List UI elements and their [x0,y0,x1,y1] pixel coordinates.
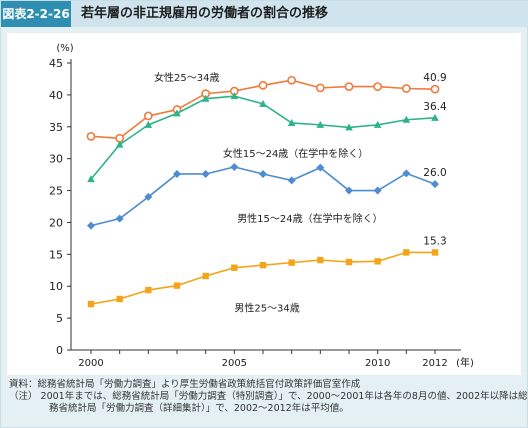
data-point [115,214,124,223]
series-label: 女性25～34歳 [154,71,219,84]
note-line-2: 務省統計局「労働力調査（詳細集計）」で、2002～2012年は平均値。 [49,403,349,414]
footnotes: 資料：総務省統計局「労働力調査」より厚生労働省政策統括官付政策評価官室作成 （注… [9,379,528,415]
data-point [403,249,410,256]
x-axis-unit: (年) [456,356,474,369]
y-tick-label: 45 [49,57,63,70]
y-axis-unit: (%) [56,43,73,54]
data-point [230,162,239,171]
data-point [86,131,96,141]
y-tick-label: 5 [56,312,63,325]
data-point [402,115,411,123]
data-point [287,118,296,126]
data-point [287,176,296,185]
x-tick-label: 2012 [422,358,447,369]
series-line-4 [90,251,435,305]
end-value-label: 15.3 [423,235,446,247]
y-tick-label: 30 [49,153,63,166]
x-tick-label: 2005 [222,358,247,369]
data-point [259,169,267,178]
data-point [316,163,325,172]
source-note: 資料：総務省統計局「労働力調査」より厚生労働省政策統括官付政策評価官室作成 [9,379,361,390]
data-point [402,169,411,178]
data-point [345,123,353,131]
series-label: 女性15～24歳（在学中を除く） [223,147,368,160]
data-point [431,113,439,121]
y-tick-label: 40 [49,89,63,102]
y-tick-label: 15 [49,248,63,261]
data-point [259,99,267,107]
data-point [173,169,181,178]
data-point [373,120,382,128]
data-point [288,259,295,266]
data-point [230,92,239,100]
data-point [431,249,439,256]
data-point [87,300,95,308]
data-point [87,175,95,183]
data-point [173,109,181,117]
data-point [430,84,440,94]
series-label: 男性25～34歳 [234,302,299,315]
series-line-2 [90,95,436,180]
data-point [143,111,153,121]
data-point [315,83,325,93]
figure-header: 図表2-2-26 若年層の非正規雇用の労働者の割合の推移 [1,1,528,27]
end-value-label: 26.0 [423,167,446,179]
data-point [201,94,210,102]
x-tick-label: 2010 [365,358,390,369]
data-point [144,192,153,201]
line-chart: 0 5 10 15 20 25 30 35 40 45 (%) 2000 2005 2010 2012 (年)… [49,43,474,369]
data-point [115,140,124,148]
data-point [345,186,353,195]
data-point [374,258,381,265]
data-point [145,286,152,294]
y-tick-label: 10 [49,280,63,293]
data-point [144,120,153,128]
y-tick-label: 25 [49,185,63,198]
data-point [87,221,95,230]
data-point [287,75,297,85]
data-point [316,120,325,128]
data-point [202,272,209,280]
data-point [401,84,411,93]
series-label: 男性15～24歳（在学中を除く） [237,212,382,225]
figure-title: 若年層の非正規雇用の労働者の割合の推移 [81,6,329,21]
figure-number-badge: 図表2-2-26 [1,1,71,27]
data-point [173,282,181,289]
data-point [431,180,439,189]
x-tick-label: 2000 [78,358,103,369]
y-tick-label: 35 [49,121,63,134]
data-point [373,82,383,91]
data-point [231,264,238,271]
data-point [344,82,354,91]
data-point [116,295,123,303]
y-tick-label: 20 [49,216,63,229]
data-point [373,186,382,195]
data-point [258,80,268,90]
data-point [345,258,353,266]
end-value-label: 36.4 [423,101,447,113]
end-value-label: 40.9 [423,72,446,84]
data-point [317,256,324,264]
chart-panel: 0 5 10 15 20 25 30 35 40 45 (%) 2000 2005 2010 2012 (年)… [7,33,521,375]
y-tick-label: 0 [56,344,63,357]
note-line-1: （注） 2001年までは、総務省統計局「労働力調査（特別調査）」で、2000～2… [9,391,528,402]
data-point [259,261,267,269]
data-point [201,169,210,178]
